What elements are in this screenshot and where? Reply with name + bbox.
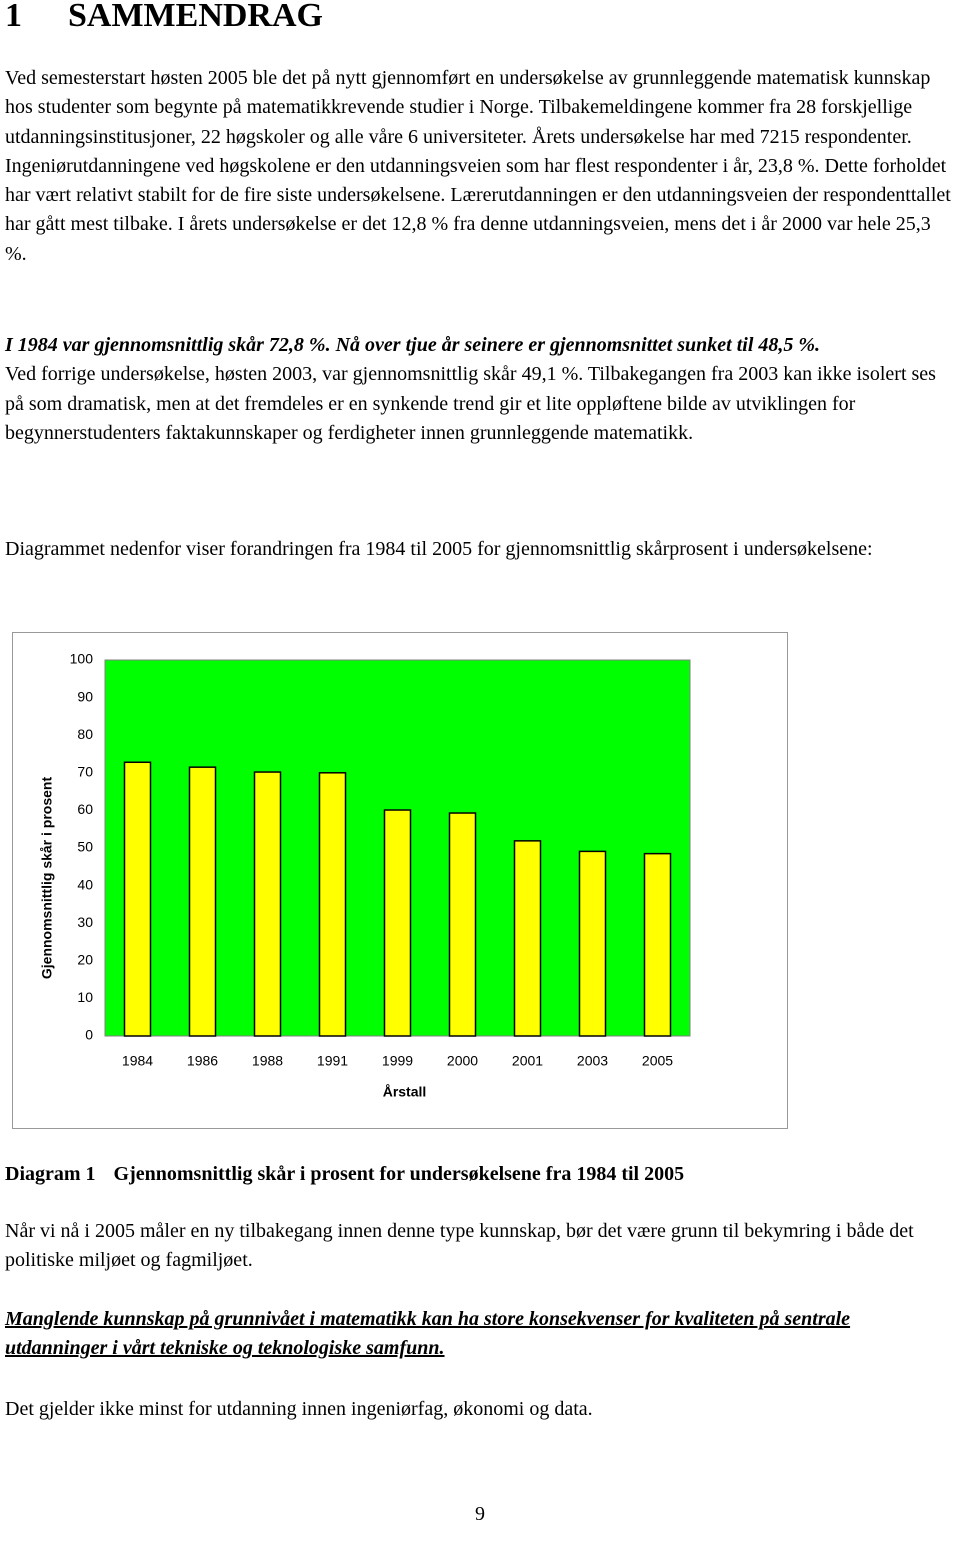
- conclusion: Når vi nå i 2005 måler en ny tilbakegang…: [5, 1220, 914, 1272]
- y-axis-title: Gjennomsnittlig skår i prosent: [39, 777, 55, 980]
- closing: Det gjelder ikke minst for utdanning inn…: [5, 1398, 593, 1420]
- summary: I 1984 var gjennomsnittlig skår 72,8 %. …: [5, 331, 957, 448]
- caption: Diagram 1 Gjennomsnittlig skår i prosent …: [5, 1160, 957, 1189]
- bar: [513, 840, 542, 1037]
- x-tick-label: 2001: [512, 1053, 543, 1069]
- x-tick-label: 2005: [642, 1053, 673, 1069]
- bar: [578, 850, 607, 1037]
- y-tick-label: 40: [77, 876, 93, 892]
- x-tick-label: 1999: [382, 1053, 413, 1069]
- heading-number: 1: [5, 0, 22, 34]
- bar: [123, 761, 152, 1037]
- bar: [383, 809, 412, 1037]
- heading-title: SAMMENDRAG: [68, 0, 323, 34]
- y-tick-label: 100: [70, 651, 94, 667]
- bar: [448, 812, 477, 1037]
- y-tick-label: 50: [77, 839, 93, 855]
- bar: [643, 852, 672, 1037]
- x-axis-title: Årstall: [383, 1084, 427, 1100]
- y-tick-label: 30: [77, 914, 93, 930]
- caption-text: Gjennomsnittlig skår i prosent for under…: [113, 1163, 685, 1185]
- x-tick-label: 1984: [122, 1053, 153, 1069]
- page-number: 9: [475, 1503, 485, 1525]
- y-tick-label: 10: [77, 989, 93, 1005]
- y-tick-label: 60: [77, 801, 93, 817]
- y-tick-label: 80: [77, 726, 93, 742]
- caption-label: Diagram 1: [5, 1163, 96, 1185]
- emphasis-statement: Manglende kunnskap på grunnivået i matem…: [5, 1308, 851, 1360]
- bar: [253, 771, 282, 1037]
- summary-text: Ved forrige undersøkelse, høsten 2003, v…: [5, 363, 936, 444]
- chart: 0 10 20 30 40 50 60 70 80 90 100 Gjennomsnittlig sk…: [12, 632, 788, 1129]
- y-tick-label: 70: [77, 764, 93, 780]
- y-tick-label: 20: [77, 952, 93, 968]
- bar: [318, 772, 347, 1037]
- intro: Ved semesterstart høsten 2005 ble det på…: [5, 67, 951, 265]
- x-tick-label: 1988: [252, 1053, 283, 1069]
- x-tick-label: 1991: [317, 1053, 348, 1069]
- summary-emphasis: I 1984 var gjennomsnittlig skår 72,8 %. …: [5, 334, 821, 356]
- y-tick-label: 0: [85, 1027, 93, 1043]
- x-tick-label: 2003: [577, 1053, 608, 1069]
- bar: [188, 766, 217, 1037]
- y-tick-label: 90: [77, 688, 93, 704]
- chart-intro: Diagrammet nedenfor viser forandringen f…: [5, 538, 873, 560]
- x-tick-label: 1986: [187, 1053, 218, 1069]
- x-tick-label: 2000: [447, 1053, 478, 1069]
